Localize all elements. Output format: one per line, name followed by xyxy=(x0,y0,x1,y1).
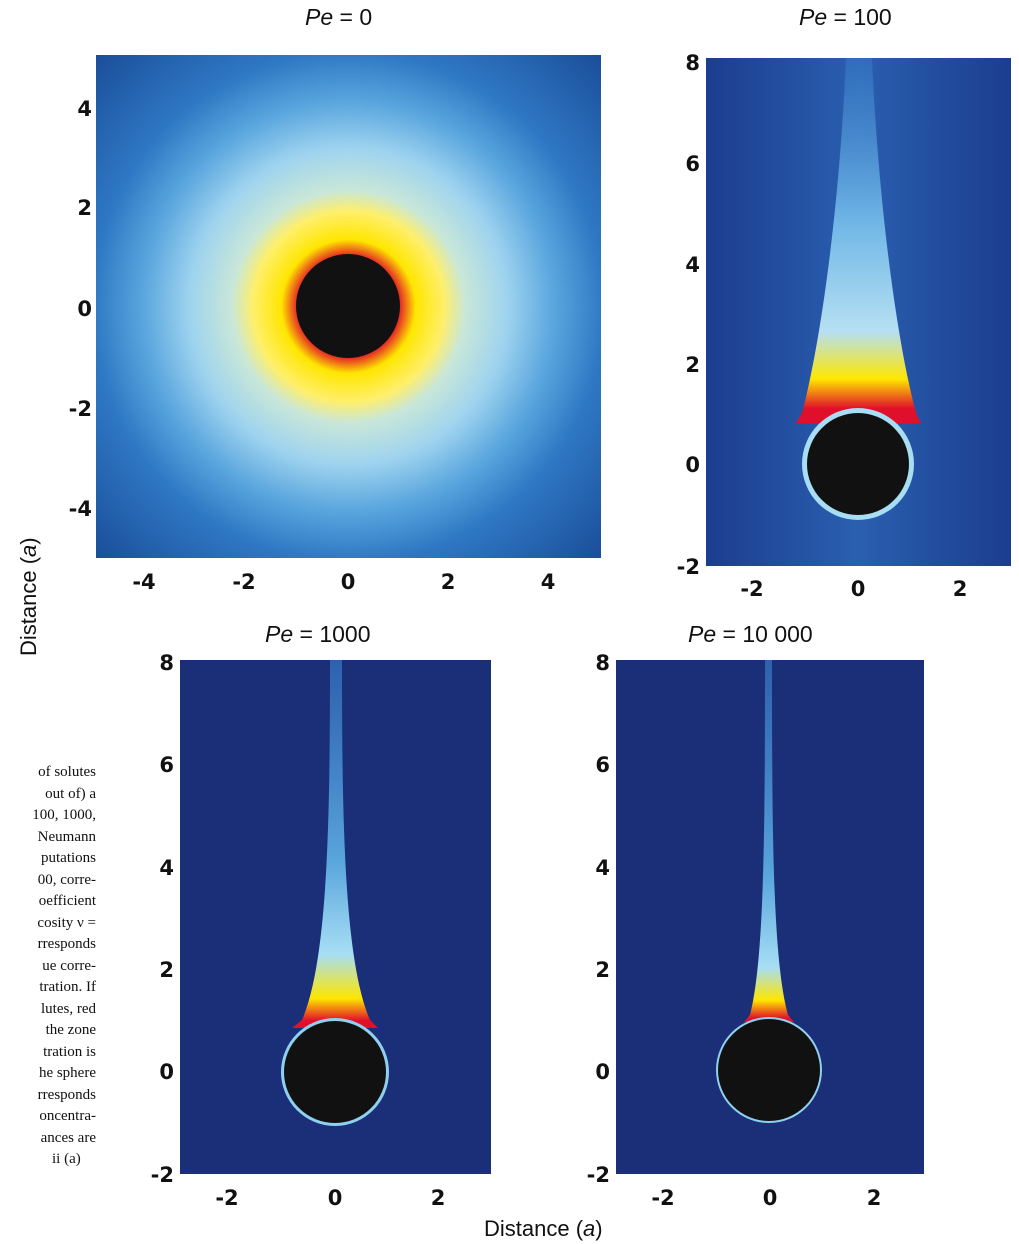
y-axis-label: Distance (a) xyxy=(16,537,41,656)
xtick: 2 xyxy=(430,1186,446,1210)
xtick: 4 xyxy=(540,570,556,594)
panel-title-pe10000: Pe = 10 000 xyxy=(688,621,813,647)
xtick: 2 xyxy=(866,1186,882,1210)
heatmap-pe10000-svg xyxy=(616,660,924,1174)
xtick: 0 xyxy=(340,570,356,594)
sphere xyxy=(296,254,400,358)
ytick: -2 xyxy=(586,1163,610,1187)
ytick: 2 xyxy=(595,958,610,982)
ytick: -4 xyxy=(68,497,92,521)
ytick: -2 xyxy=(150,1163,174,1187)
ytick: 2 xyxy=(159,958,174,982)
ytick: 4 xyxy=(685,253,700,277)
ytick: 8 xyxy=(685,51,700,75)
sphere xyxy=(807,413,909,515)
heatmap-pe1000-svg xyxy=(180,660,491,1174)
heatmap-pe100-svg xyxy=(706,58,1011,566)
heatmap-pe10000 xyxy=(616,660,924,1174)
ytick: 4 xyxy=(159,856,174,880)
ytick: 0 xyxy=(77,297,92,321)
heatmap-pe0-svg xyxy=(96,55,601,558)
xtick: 2 xyxy=(952,577,968,601)
heatmap-pe100 xyxy=(706,58,1011,566)
ytick: 8 xyxy=(595,651,610,675)
wake-plume xyxy=(796,58,921,423)
x-axis-label: Distance (a) xyxy=(484,1216,603,1241)
xtick: -2 xyxy=(215,1186,239,1210)
figure-caption-fragment: of solutes out of) a 100, 1000, Neumann … xyxy=(32,764,96,1167)
wake-plume xyxy=(292,660,378,1028)
xtick: -4 xyxy=(132,570,156,594)
wake-plume xyxy=(744,660,794,1022)
panel-title-pe1000: Pe = 1000 xyxy=(265,621,371,647)
ytick: -2 xyxy=(68,397,92,421)
xtick: 0 xyxy=(327,1186,343,1210)
ytick: 2 xyxy=(685,353,700,377)
ytick: -2 xyxy=(676,555,700,579)
xtick: -2 xyxy=(740,577,764,601)
ytick: 4 xyxy=(77,97,92,121)
xtick: -2 xyxy=(651,1186,675,1210)
ytick: 8 xyxy=(159,651,174,675)
ytick: 0 xyxy=(685,453,700,477)
ytick: 6 xyxy=(685,152,700,176)
sphere xyxy=(718,1019,820,1121)
ytick: 0 xyxy=(159,1060,174,1084)
xtick: -2 xyxy=(232,570,256,594)
xtick: 0 xyxy=(762,1186,778,1210)
ytick: 4 xyxy=(595,856,610,880)
ytick: 2 xyxy=(77,196,92,220)
ytick: 0 xyxy=(595,1060,610,1084)
heatmap-pe0 xyxy=(96,55,601,558)
panel-title-pe100: Pe = 100 xyxy=(799,4,892,30)
panel-title-pe0: Pe = 0 xyxy=(305,4,373,30)
xtick: 2 xyxy=(440,570,456,594)
sphere xyxy=(284,1021,386,1123)
ytick: 6 xyxy=(595,753,610,777)
xtick: 0 xyxy=(850,577,866,601)
heatmap-pe1000 xyxy=(180,660,491,1174)
ytick: 6 xyxy=(159,753,174,777)
